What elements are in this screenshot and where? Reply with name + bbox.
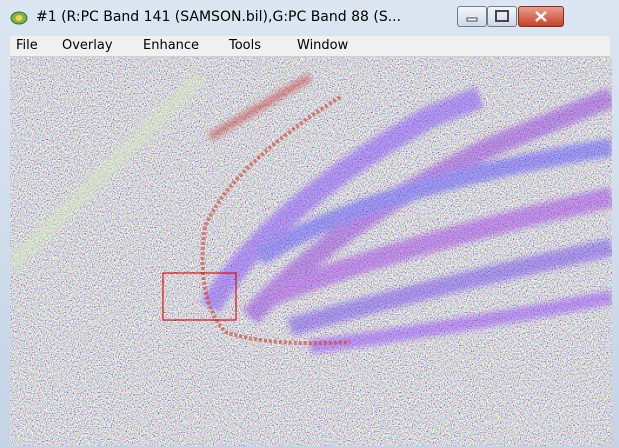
image-view <box>10 57 612 446</box>
menu-item[interactable]: Window <box>297 38 348 53</box>
menu-item[interactable]: Enhance <box>143 38 199 53</box>
close-icon <box>519 7 563 26</box>
window: #1 (R:PC Band 141 (SAMSON.bil),G:PC Band… <box>0 0 619 448</box>
minimize-button[interactable] <box>457 6 487 27</box>
menu-item[interactable]: File <box>16 38 38 53</box>
close-button[interactable] <box>518 6 564 27</box>
menu-bar: File Overlay Enhance Tools Window <box>10 36 610 57</box>
title-bar: #1 (R:PC Band 141 (SAMSON.bil),G:PC Band… <box>0 0 619 34</box>
window-title: #1 (R:PC Band 141 (SAMSON.bil),G:PC Band… <box>36 9 401 25</box>
menu-item[interactable]: Overlay <box>62 38 113 53</box>
maximize-button[interactable] <box>487 6 517 27</box>
menu-item[interactable]: Tools <box>229 38 261 53</box>
minimize-icon <box>458 7 486 26</box>
app-icon <box>10 10 28 26</box>
maximize-icon <box>488 7 516 26</box>
